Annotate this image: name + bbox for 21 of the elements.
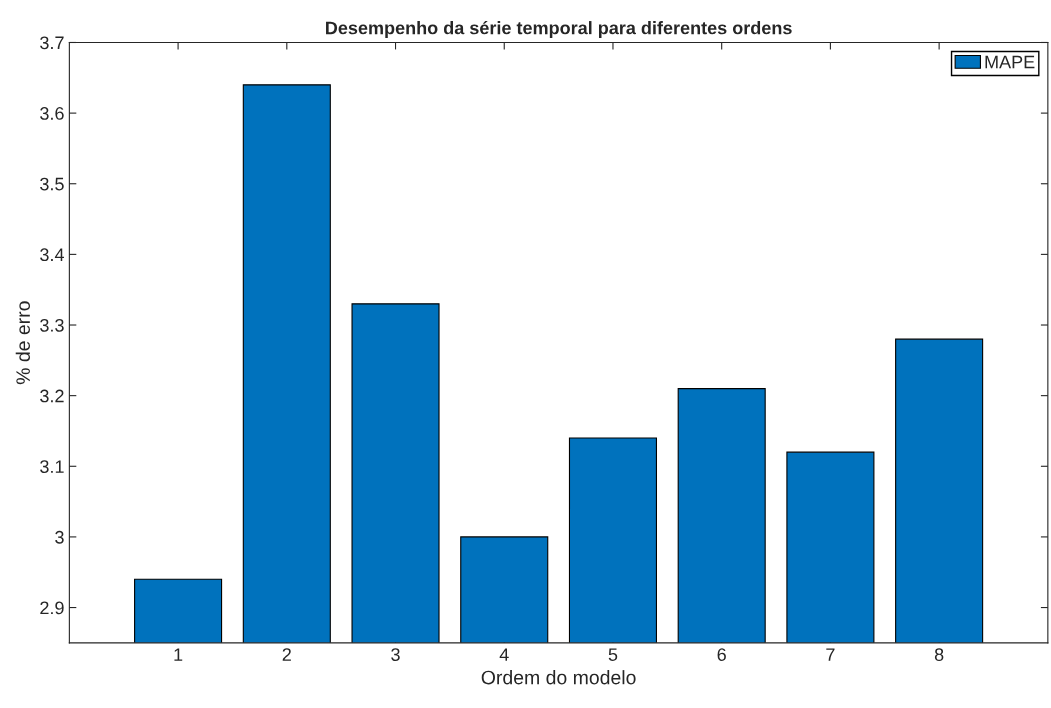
x-tick-label: 3 [391,648,400,661]
x-tick-label: 4 [499,648,509,661]
y-tick-label: 2.9 [40,601,64,615]
x-tick-label: 1 [174,648,183,661]
legend-label: MAPE [985,55,1035,69]
x-tick-label: 6 [717,648,726,661]
x-axis-title: Ordem do modelo [481,670,636,685]
y-axis-title: % de erro [15,301,31,385]
x-tick-label: 7 [826,648,835,661]
chart-title: Desempenho da série temporal para diferentes ordens [326,20,792,38]
y-tick-label: 3.7 [40,36,64,50]
x-tick-label: 2 [282,648,291,661]
x-tick-label: 8 [934,648,944,661]
y-tick-label: 3.4 [40,248,64,262]
y-tick-label: 3 [55,530,64,544]
y-tick-label: 3.1 [40,460,64,473]
x-tick-label: 5 [608,648,618,661]
y-tick-label: 3.6 [40,107,64,120]
y-tick-label: 3.2 [40,389,64,403]
y-tick-label: 3.5 [40,177,64,191]
y-tick-label: 3.3 [40,318,64,332]
